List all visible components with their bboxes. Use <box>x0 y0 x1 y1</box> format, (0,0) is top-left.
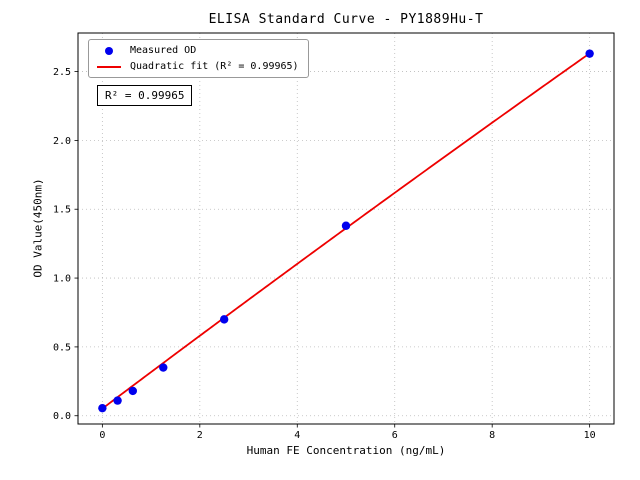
x-tick-label: 4 <box>294 430 300 441</box>
legend-item: Measured OD <box>96 45 299 56</box>
y-tick-label: 2.5 <box>53 67 71 78</box>
legend: Measured OD Quadratic fit (R² = 0.99965) <box>88 39 309 78</box>
data-point <box>159 363 168 372</box>
measured-od-dot-icon <box>105 46 113 55</box>
x-tick-label: 6 <box>392 430 398 441</box>
y-tick-label: 0.0 <box>53 411 71 422</box>
r-squared-annotation: R² = 0.99965 <box>97 85 193 106</box>
legend-label-measured-od: Measured OD <box>130 45 197 56</box>
x-tick-label: 2 <box>197 430 203 441</box>
axes-box <box>77 32 615 425</box>
data-point <box>219 315 229 324</box>
chart-title: ELISA Standard Curve - PY1889Hu-T <box>208 12 484 27</box>
y-tick-label: 1.0 <box>53 274 71 285</box>
x-tick-label: 10 <box>584 430 596 441</box>
y-tick-label: 1.5 <box>53 205 71 216</box>
x-axis-label: Human FE Concentration (ng/mL) <box>246 444 446 457</box>
legend-label-quadratic-fit: Quadratic fit (R² = 0.99965) <box>130 61 299 72</box>
x-tick-label: 0 <box>99 430 105 441</box>
measured-od-marker-area <box>96 46 122 55</box>
y-tick-label: 0.5 <box>53 342 71 353</box>
fit-line-marker-area <box>96 65 122 68</box>
y-tick-label: 2.0 <box>53 136 71 147</box>
data-point <box>113 396 122 405</box>
data-point <box>585 49 594 58</box>
data-point <box>341 221 351 230</box>
y-axis-label: OD Value(450nm) <box>31 178 45 278</box>
fit-line-icon <box>97 65 121 68</box>
quadratic-fit-line <box>101 52 591 410</box>
x-tick-label: 8 <box>489 430 495 441</box>
data-point <box>128 386 138 396</box>
legend-item: Quadratic fit (R² = 0.99965) <box>96 61 299 72</box>
data-point <box>98 403 107 413</box>
